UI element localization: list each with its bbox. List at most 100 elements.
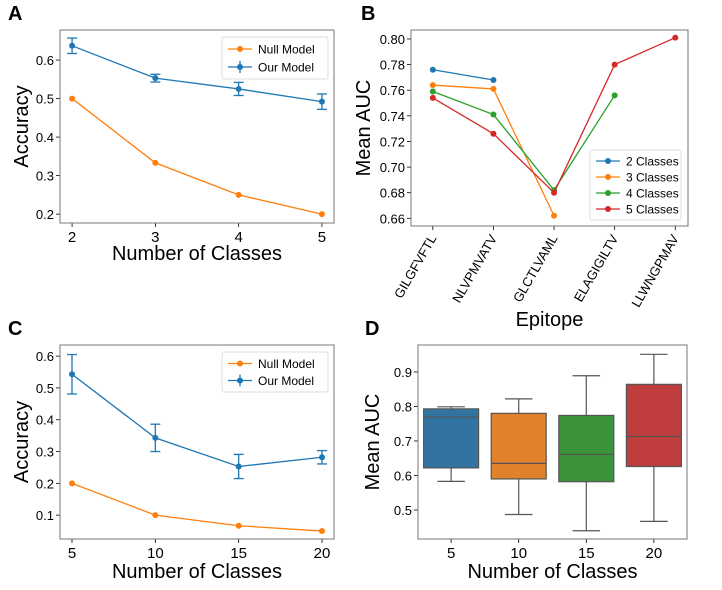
x-axis-label: Number of Classes — [467, 561, 637, 583]
series-3-classes — [429, 82, 558, 219]
legend-label: 5 Classes — [626, 203, 679, 217]
x-tick-label: 5 — [447, 545, 455, 562]
y-tick-label: 0.70 — [380, 160, 405, 175]
data-point — [152, 75, 159, 82]
y-tick-label: 0.6 — [394, 468, 412, 483]
data-point — [490, 111, 497, 118]
y-tick-label: 0.68 — [380, 186, 405, 201]
data-point — [551, 189, 558, 196]
y-tick-label: 0.72 — [380, 134, 405, 149]
x-tick-label: 15 — [230, 545, 247, 562]
legend: Null Model Our Model — [221, 351, 329, 393]
y-tick-label: 0.2 — [36, 476, 54, 491]
data-point — [152, 159, 159, 166]
box-15 — [558, 375, 615, 532]
data-point — [611, 92, 618, 99]
panel-label: C — [8, 318, 22, 340]
legend-marker — [237, 360, 243, 367]
box-iqr — [423, 408, 480, 469]
y-tick-label: 0.1 — [36, 508, 54, 523]
legend-frame — [589, 149, 682, 221]
data-point — [551, 212, 558, 219]
legend-frame — [221, 351, 329, 393]
x-tick-label: 20 — [646, 545, 663, 562]
series-4-classes — [429, 88, 618, 194]
series-null-model — [69, 95, 325, 218]
legend-label: Our Model — [258, 61, 314, 75]
x-tick-label: LLWNGPMAV — [628, 232, 682, 310]
legend-marker — [237, 46, 243, 52]
x-axis-label: Epitope — [516, 309, 584, 331]
series-line — [71, 45, 323, 103]
data-point — [429, 94, 436, 101]
panel-label: B — [361, 3, 375, 25]
series-null-model — [69, 480, 325, 535]
data-point — [672, 34, 679, 41]
x-axis-label: Number of Classes — [112, 243, 282, 265]
panel-A: A 0.2 0.3 0.4 0.5 0.6 2 3 4 5 Accuracy Number of Cl… — [8, 3, 335, 265]
x-tick-label: 15 — [578, 545, 595, 562]
data-point — [490, 76, 497, 83]
y-tick-label: 0.3 — [36, 445, 54, 460]
legend-label: 4 Classes — [626, 187, 679, 201]
panel-label: A — [8, 3, 22, 25]
data-point — [611, 61, 618, 68]
data-point — [490, 130, 497, 137]
y-tick-label: 0.66 — [380, 211, 405, 226]
x-tick-label: 3 — [151, 229, 159, 246]
y-tick-label: 0.9 — [394, 365, 412, 380]
box-10 — [490, 398, 547, 516]
y-tick-label: 0.7 — [394, 434, 412, 449]
series-line — [432, 84, 555, 217]
legend-marker — [605, 190, 611, 196]
y-axis-label: Mean AUC — [362, 394, 384, 491]
data-point — [235, 463, 242, 470]
legend-label: Null Model — [258, 357, 315, 371]
data-point — [429, 82, 436, 89]
legend-label: 2 Classes — [626, 155, 679, 169]
axes-frame — [59, 344, 335, 540]
legend-label: Null Model — [258, 43, 315, 57]
y-tick-label: 0.5 — [36, 381, 54, 396]
series-2-classes — [429, 66, 497, 83]
box-20 — [625, 353, 682, 522]
legend-frame — [221, 36, 329, 80]
series-line — [432, 90, 616, 192]
data-point — [235, 522, 242, 529]
legend-marker — [605, 206, 611, 212]
data-point — [152, 434, 159, 441]
box-iqr — [490, 412, 547, 480]
y-axis-label: Accuracy — [11, 85, 33, 167]
data-point — [490, 85, 497, 92]
x-tick-label: GILGFVFTL — [391, 232, 439, 301]
data-point — [69, 95, 76, 102]
data-point — [69, 480, 75, 487]
series-5-classes — [429, 34, 679, 196]
y-tick-label: 0.78 — [380, 58, 405, 73]
data-point — [235, 85, 242, 92]
data-point — [319, 454, 325, 461]
x-tick-label: 5 — [68, 545, 76, 562]
x-tick-label: 20 — [314, 545, 331, 562]
series-our-model — [67, 353, 327, 480]
legend: 2 Classes 3 Classes 4 Classes 5 Classes — [589, 149, 682, 221]
y-tick-label: 0.6 — [36, 53, 54, 68]
series-our-model — [67, 37, 327, 111]
legend: Null Model Our Model — [221, 36, 329, 80]
y-tick-label: 0.74 — [380, 109, 405, 124]
legend-marker — [605, 174, 611, 180]
x-tick-label: GLCTLVAML — [510, 232, 561, 305]
series-line — [71, 98, 323, 215]
x-axis-label: Number of Classes — [112, 561, 282, 583]
box-iqr — [558, 414, 615, 483]
data-point — [69, 42, 76, 49]
y-tick-label: 0.76 — [380, 83, 405, 98]
data-point — [152, 512, 159, 519]
legend-label: Our Model — [258, 374, 314, 388]
data-point — [429, 66, 436, 73]
y-tick-label: 0.5 — [36, 92, 54, 107]
data-point — [318, 211, 325, 218]
series-line — [432, 69, 494, 81]
axes-frame — [59, 29, 335, 224]
data-point — [318, 98, 325, 105]
